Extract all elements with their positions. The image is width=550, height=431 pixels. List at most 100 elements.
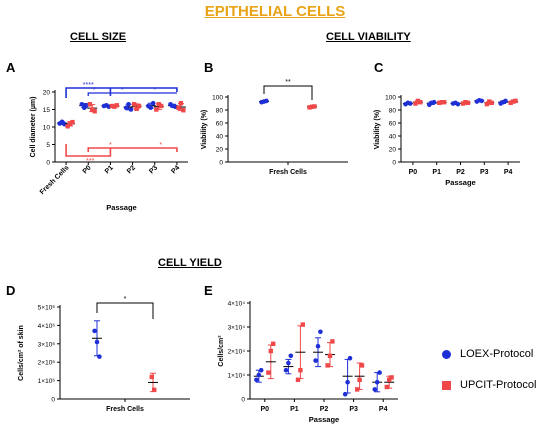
panel-e-chart: E 0 1×10⁴ 2×10⁴ 3×10⁴ 4×10⁴ Cells/cm² P0 P1 P2 P3 P… xyxy=(204,283,398,424)
y-axis-label: Viability (%) xyxy=(374,110,381,150)
data-point-loex xyxy=(408,101,413,106)
panel-letter: E xyxy=(204,283,213,298)
data-point-loex xyxy=(431,99,437,105)
significance-bracket-red xyxy=(65,144,112,157)
x-tick-label: P3 xyxy=(148,164,159,175)
data-point-upcit xyxy=(441,100,447,105)
y-tick-label: 5 xyxy=(46,142,50,149)
data-point-upcit xyxy=(90,107,95,112)
y-axis-label: Cell diameter (µm) xyxy=(30,97,37,158)
data-point-upcit xyxy=(112,104,117,109)
data-point-upcit xyxy=(413,101,418,106)
significance-label: **** xyxy=(83,82,94,89)
data-point-loex xyxy=(345,379,350,385)
data-point-upcit xyxy=(70,119,75,125)
legend-label-upcit: UPCIT-Protocol xyxy=(460,379,537,391)
x-tick-label: P2 xyxy=(456,169,465,176)
y-tick-label: 2×10⁶ xyxy=(38,360,56,367)
data-point-upcit xyxy=(489,100,494,106)
data-point-upcit xyxy=(266,370,271,375)
data-point-loex xyxy=(128,107,134,112)
legend-item-loex: LOEX-Protocol xyxy=(442,348,536,360)
data-point-loex xyxy=(377,370,382,375)
x-axis-label: Passage xyxy=(309,415,339,424)
data-point-upcit xyxy=(330,339,335,344)
legend-item-upcit: UPCIT-Protocol xyxy=(442,379,536,391)
section-title-cell-viability: CELL VIABILITY xyxy=(326,31,411,43)
data-point-loex xyxy=(258,367,264,373)
data-point-upcit xyxy=(309,104,315,109)
data-point-upcit xyxy=(463,100,468,105)
panel-d-chart: D 0 1×10⁶ 2×10⁶ 3×10⁶ 4×10⁶ 5×10⁶ Cells/cm² of … xyxy=(6,283,190,413)
data-point-upcit xyxy=(312,104,317,109)
x-tick-label: P1 xyxy=(104,164,115,175)
data-point-upcit xyxy=(178,101,184,106)
data-point-upcit xyxy=(327,353,333,358)
data-point-loex xyxy=(79,101,85,107)
y-tick-label: 1×10⁶ xyxy=(38,378,56,385)
legend-label-loex: LOEX-Protocol xyxy=(460,348,534,360)
data-point-upcit xyxy=(508,100,513,106)
data-point-loex xyxy=(318,329,323,335)
data-point-upcit xyxy=(513,98,518,104)
data-point-loex xyxy=(286,360,291,366)
data-point-loex xyxy=(150,100,156,106)
data-point-loex xyxy=(94,339,100,345)
data-point-upcit xyxy=(134,106,139,111)
data-point-loex xyxy=(313,358,318,363)
significance-bracket-blue xyxy=(65,87,178,98)
significance-label: * xyxy=(124,296,127,303)
y-axis-label: Viability (%) xyxy=(201,110,208,150)
significance-bracket xyxy=(96,302,154,319)
data-point-upcit xyxy=(92,109,97,114)
significance-label: * xyxy=(121,87,124,94)
x-tick-label: P1 xyxy=(290,406,299,413)
data-point-upcit xyxy=(176,105,181,110)
data-point-upcit xyxy=(460,101,466,106)
x-tick-label: P4 xyxy=(379,406,388,413)
y-tick-label: 20 xyxy=(216,147,224,154)
data-point-upcit xyxy=(465,100,471,106)
x-tick-label: Fresh Cells xyxy=(269,169,307,176)
data-point-upcit xyxy=(415,98,421,104)
data-point-upcit xyxy=(152,387,157,392)
y-tick-label: 4×10⁶ xyxy=(38,323,56,330)
data-point-upcit xyxy=(114,103,120,108)
data-point-upcit xyxy=(268,348,273,354)
data-point-loex xyxy=(372,387,378,392)
panel-letter: D xyxy=(6,283,15,298)
significance-bracket xyxy=(263,85,313,100)
data-point-upcit xyxy=(158,103,164,109)
y-tick-label: 0 xyxy=(241,397,245,404)
data-point-upcit xyxy=(307,105,312,110)
significance-label: *** xyxy=(86,158,94,165)
data-point-upcit xyxy=(418,100,423,105)
y-tick-label: 15 xyxy=(43,107,51,114)
data-point-loex xyxy=(126,101,131,107)
x-tick-label: P0 xyxy=(409,169,418,176)
data-point-loex xyxy=(148,105,154,111)
data-point-loex xyxy=(347,355,353,361)
x-tick-label: P2 xyxy=(126,164,137,175)
panel-a-chart: A 0 5 10 15 20 Cell diameter (µm)Fresh Cells P0… xyxy=(6,60,188,212)
y-tick-label: 10 xyxy=(43,125,51,132)
data-point-upcit xyxy=(181,108,186,113)
y-tick-label: 20 xyxy=(389,147,397,154)
y-tick-label: 100 xyxy=(212,95,223,102)
data-point-upcit xyxy=(67,121,73,126)
panel-c-chart: C 0 20 40 60 80 100 Viability (%) P0 P1 P2 P3 P4 Pass… xyxy=(374,60,520,187)
significance-label: * xyxy=(109,142,112,149)
data-point-loex xyxy=(254,377,259,383)
y-tick-label: 0 xyxy=(219,160,223,167)
data-point-upcit xyxy=(298,368,303,373)
section-title-cell-size: CELL SIZE xyxy=(70,31,127,43)
panel-letter: A xyxy=(6,60,16,75)
data-point-upcit xyxy=(387,377,392,382)
data-point-loex xyxy=(503,98,508,104)
panel-letter: C xyxy=(374,60,384,75)
significance-bracket-red-upper xyxy=(87,147,178,152)
legend-circle-icon xyxy=(442,349,451,359)
y-tick-label: 3×10⁴ xyxy=(228,325,246,332)
y-tick-label: 1×10⁴ xyxy=(228,373,246,380)
data-point-upcit xyxy=(87,102,93,107)
